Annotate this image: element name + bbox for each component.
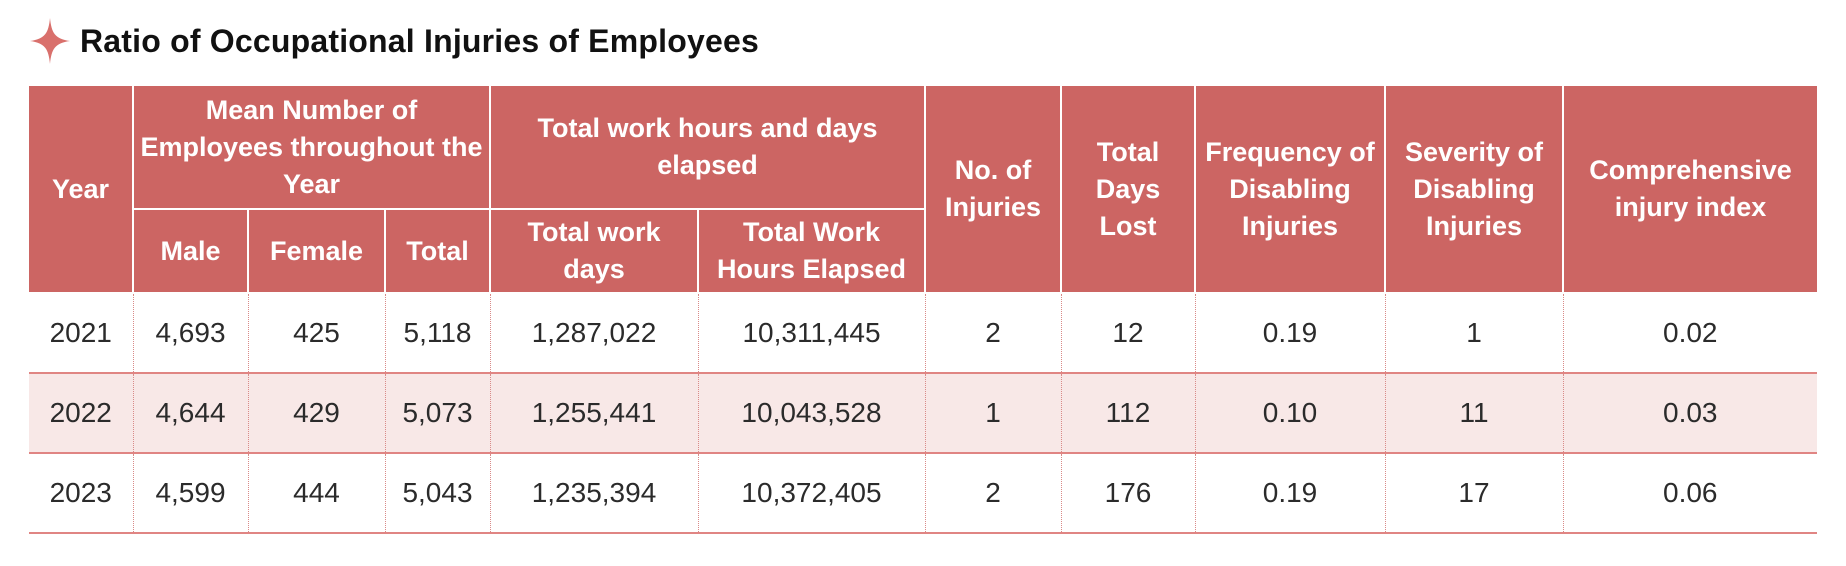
cell-total: 5,118	[384, 293, 491, 374]
header-male: Male	[132, 208, 249, 294]
header-frequency: Frequency of Disabling Injuries	[1194, 84, 1386, 294]
cell-frequency: 0.19	[1194, 453, 1386, 534]
table-row: 2023 4,599 444 5,043 1,235,394 10,372,40…	[29, 453, 1817, 534]
cell-female: 444	[247, 453, 386, 534]
cell-work-hours: 10,372,405	[697, 453, 926, 534]
header-row-sub: Male Female Total Total work days Total …	[29, 208, 1817, 294]
cell-injuries: 2	[924, 293, 1062, 374]
table-row: 2022 4,644 429 5,073 1,255,441 10,043,52…	[29, 373, 1817, 454]
cell-male: 4,644	[132, 373, 249, 454]
header-year: Year	[29, 84, 134, 294]
cell-injuries: 1	[924, 373, 1062, 454]
header-severity: Severity of Disabling Injuries	[1384, 84, 1564, 294]
header-no-injuries: No. of Injuries	[924, 84, 1062, 294]
header-mean-employees: Mean Number of Employees throughout the …	[132, 84, 491, 210]
cell-injuries: 2	[924, 453, 1062, 534]
page-title: Ratio of Occupational Injuries of Employ…	[80, 22, 759, 59]
cell-days-lost: 176	[1060, 453, 1196, 534]
cell-female: 425	[247, 293, 386, 374]
table-row: 2021 4,693 425 5,118 1,287,022 10,311,44…	[29, 293, 1817, 374]
cell-year: 2023	[29, 453, 134, 534]
header-comprehensive: Comprehensive injury index	[1562, 84, 1817, 294]
title-row: Ratio of Occupational Injuries of Employ…	[30, 18, 759, 64]
header-total: Total	[384, 208, 491, 294]
cell-index: 0.06	[1562, 453, 1817, 534]
cell-year: 2021	[29, 293, 134, 374]
header-days-lost: Total Days Lost	[1060, 84, 1196, 294]
cell-frequency: 0.19	[1194, 293, 1386, 374]
header-work-hours-group: Total work hours and days elapsed	[489, 84, 926, 210]
cell-male: 4,693	[132, 293, 249, 374]
cell-frequency: 0.10	[1194, 373, 1386, 454]
cell-severity: 1	[1384, 293, 1564, 374]
cell-male: 4,599	[132, 453, 249, 534]
cell-severity: 17	[1384, 453, 1564, 534]
cell-index: 0.03	[1562, 373, 1817, 454]
cell-work-days: 1,255,441	[489, 373, 699, 454]
header-work-days: Total work days	[489, 208, 699, 294]
header-work-hours: Total Work Hours Elapsed	[697, 208, 926, 294]
cell-work-days: 1,287,022	[489, 293, 699, 374]
cell-days-lost: 12	[1060, 293, 1196, 374]
four-point-star-icon	[30, 18, 70, 64]
cell-work-hours: 10,311,445	[697, 293, 926, 374]
header-row-top: Year Mean Number of Employees throughout…	[29, 84, 1817, 294]
header-female: Female	[247, 208, 386, 294]
injury-table: Year Mean Number of Employees throughout…	[29, 84, 1817, 534]
cell-work-days: 1,235,394	[489, 453, 699, 534]
cell-days-lost: 112	[1060, 373, 1196, 454]
cell-index: 0.02	[1562, 293, 1817, 374]
cell-year: 2022	[29, 373, 134, 454]
cell-total: 5,043	[384, 453, 491, 534]
cell-female: 429	[247, 373, 386, 454]
cell-severity: 11	[1384, 373, 1564, 454]
cell-total: 5,073	[384, 373, 491, 454]
cell-work-hours: 10,043,528	[697, 373, 926, 454]
